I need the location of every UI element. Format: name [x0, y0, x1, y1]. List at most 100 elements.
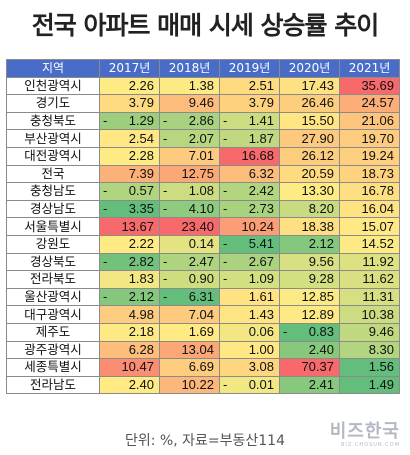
negative-sign: - [103, 289, 108, 305]
value-label: 2.42 [248, 183, 274, 199]
negative-sign [103, 219, 111, 235]
value-label: 1.69 [188, 324, 214, 340]
value-label: 16.04 [361, 201, 394, 217]
negative-sign [223, 324, 231, 340]
value-label: 6.32 [248, 165, 274, 181]
negative-sign [223, 166, 231, 182]
negative-sign [103, 377, 111, 393]
value-cell: 35.69 [339, 76, 400, 96]
value-cell: 11.31 [339, 287, 400, 307]
value-label: 23.40 [181, 218, 214, 234]
negative-sign [283, 184, 291, 200]
negative-sign [103, 96, 111, 112]
negative-sign [223, 289, 231, 305]
negative-sign: - [103, 183, 108, 199]
region-label: 대구광역시 [6, 305, 100, 324]
value-label: 7.04 [188, 306, 214, 322]
region-label: 인천광역시 [6, 76, 100, 96]
negative-sign: - [103, 253, 108, 269]
value-cell: 15.50 [279, 111, 340, 131]
value-label: 9.28 [308, 271, 334, 287]
negative-sign: - [223, 236, 228, 252]
value-label: 10.22 [181, 376, 214, 392]
negative-sign: - [223, 201, 228, 217]
value-label: 3.08 [248, 359, 274, 375]
table-row: 대구광역시 4.98 7.04 1.43 12.89 10.38 [6, 305, 400, 324]
chart-title: 전국 아파트 매매 시세 상승률 추이 [31, 11, 380, 40]
value-label: 14.52 [361, 236, 394, 252]
value-cell: 11.62 [339, 270, 400, 289]
negative-sign: - [103, 201, 108, 217]
value-cell: 70.37 [279, 358, 340, 377]
value-cell: 9.56 [279, 252, 340, 272]
negative-sign [103, 324, 111, 340]
value-label: 11.62 [362, 271, 394, 287]
value-cell: 1.56 [339, 358, 400, 377]
negative-sign [343, 96, 351, 112]
value-cell: 15.07 [339, 217, 400, 236]
value-label: 19.70 [361, 130, 394, 146]
value-label: 70.37 [301, 359, 334, 375]
negative-sign: - [163, 113, 168, 129]
value-cell: 8.30 [339, 340, 400, 360]
value-cell: 6.32 [219, 164, 280, 184]
value-label: 0.90 [188, 271, 214, 287]
value-label: 8.20 [308, 201, 334, 217]
value-cell: 2.40 [99, 375, 160, 395]
negative-sign: - [223, 376, 228, 392]
value-label: 12.89 [301, 306, 334, 322]
value-label: 2.07 [188, 130, 214, 146]
value-cell: - 5.41 [219, 234, 280, 254]
negative-sign [163, 360, 171, 376]
value-label: 2.22 [128, 236, 154, 252]
value-cell: - 2.07 [159, 129, 220, 148]
value-label: 26.46 [301, 95, 334, 111]
header-year: 2021년 [339, 59, 400, 78]
value-label: 2.54 [128, 130, 154, 146]
negative-sign: - [163, 289, 168, 305]
negative-sign [223, 148, 231, 164]
value-cell: - 2.86 [159, 111, 220, 131]
table-row: 경기도 3.79 9.46 3.79 26.46 24.57 [6, 94, 400, 113]
value-cell: 2.12 [279, 234, 340, 254]
negative-sign [343, 272, 351, 288]
region-label: 경기도 [6, 94, 100, 113]
negative-sign: - [223, 271, 228, 287]
region-label: 경상북도 [6, 252, 100, 272]
value-label: 0.14 [188, 236, 214, 252]
header-year: 2020년 [279, 59, 340, 78]
negative-sign [283, 166, 291, 182]
region-label: 충청북도 [6, 111, 100, 131]
value-label: 1.41 [248, 113, 274, 129]
value-label: 10.38 [361, 306, 394, 322]
value-label: 13.04 [181, 341, 214, 357]
value-label: 2.12 [308, 236, 334, 252]
negative-sign [223, 307, 231, 323]
table-row: 경상북도 -2.82-2.47-2.67 9.56 11.92 [6, 252, 400, 272]
value-label: 2.86 [188, 113, 214, 129]
negative-sign [223, 96, 231, 112]
value-label: 20.59 [301, 165, 334, 181]
table-row: 제주도 2.18 1.69 0.06- 0.83 9.46 [6, 322, 400, 342]
negative-sign [103, 148, 111, 164]
value-cell: 26.12 [279, 146, 340, 166]
value-cell: 10.38 [339, 305, 400, 324]
value-label: 1.29 [128, 113, 154, 129]
value-cell: - 1.41 [219, 111, 280, 131]
negative-sign [283, 148, 291, 164]
table-row: 광주광역시 6.28 13.04 1.00 2.40 8.30 [6, 340, 400, 360]
value-cell: 6.69 [159, 358, 220, 377]
value-cell: 3.79 [99, 94, 160, 113]
negative-sign: - [163, 253, 168, 269]
negative-sign [223, 78, 231, 94]
value-cell: - 2.67 [219, 252, 280, 272]
negative-sign [283, 289, 291, 305]
brand-logo: 비즈한국 BIZ.CHOSUN.COM [330, 422, 400, 449]
negative-sign [163, 219, 171, 235]
value-label: 3.35 [128, 201, 154, 217]
negative-sign [343, 236, 351, 252]
value-label: 24.57 [361, 95, 394, 111]
negative-sign [343, 166, 351, 182]
table-row: 부산광역시 2.54-2.07-1.87 27.90 19.70 [6, 129, 400, 148]
value-label: 17.43 [301, 77, 334, 93]
